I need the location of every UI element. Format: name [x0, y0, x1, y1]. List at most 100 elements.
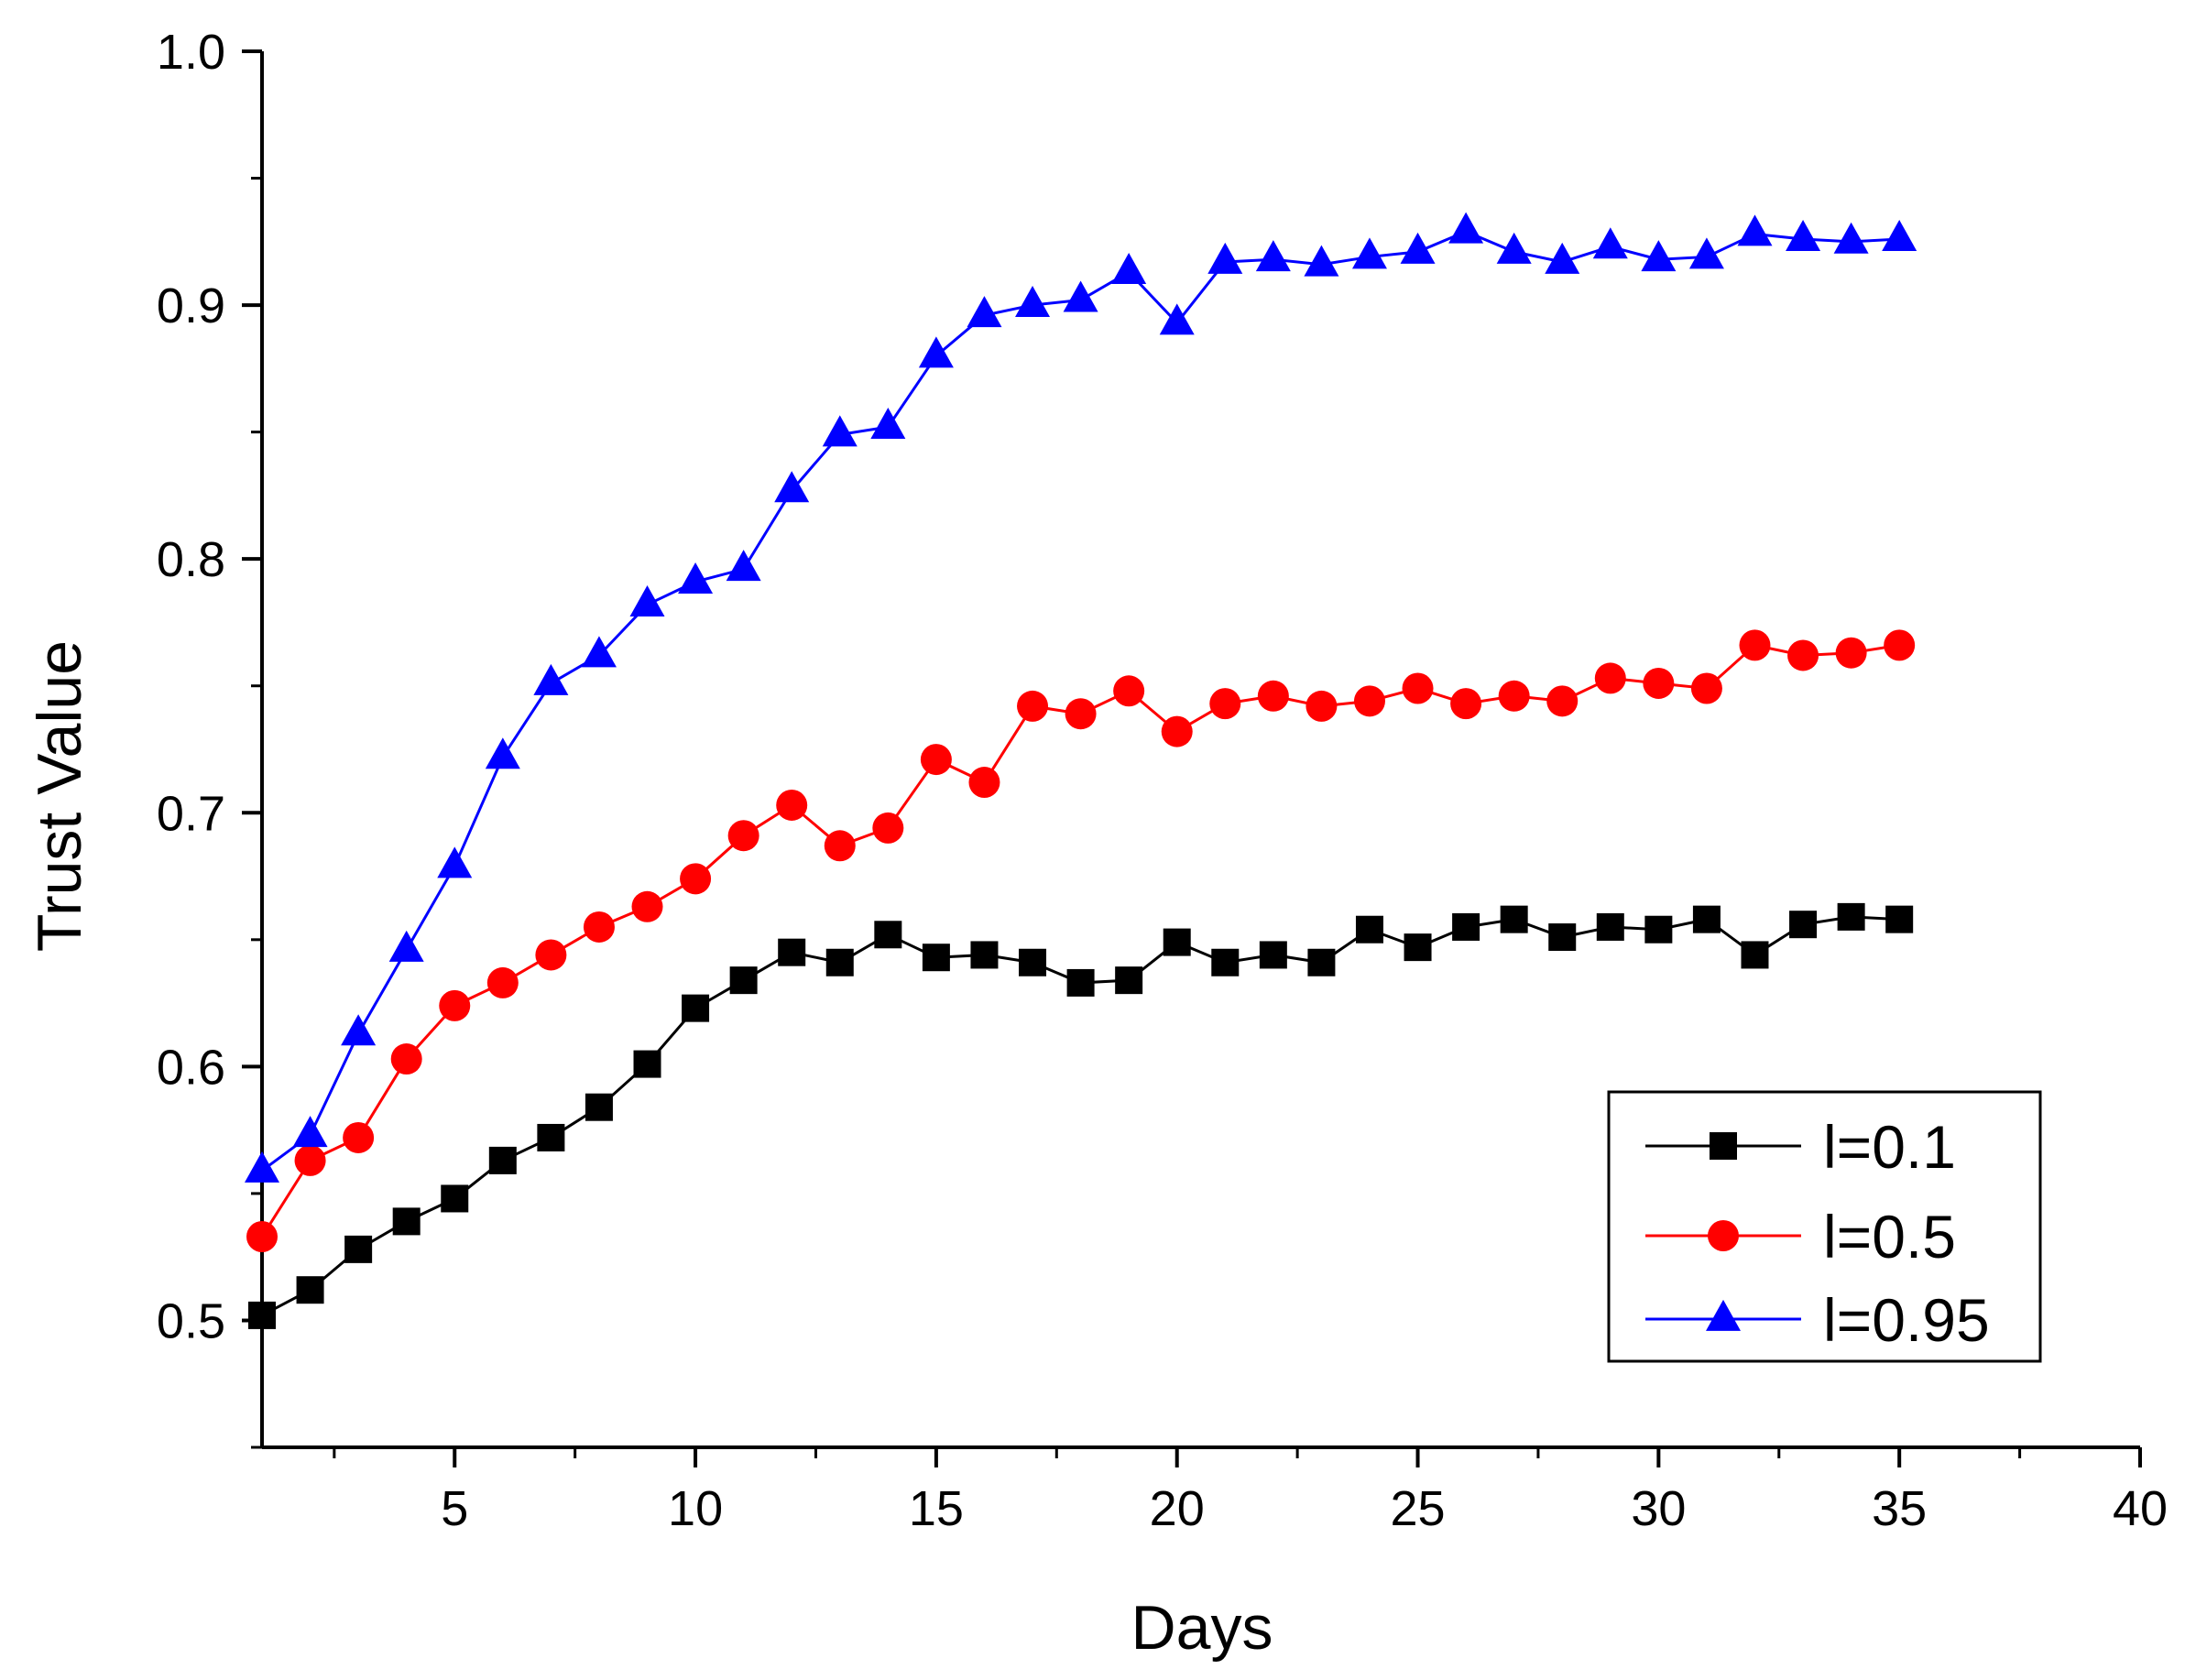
x-tick-label: 5: [441, 1481, 468, 1536]
data-point: [294, 1144, 326, 1176]
data-point: [825, 948, 854, 976]
data-point: [1787, 639, 1819, 671]
data-point: [1737, 214, 1773, 246]
data-point: [1448, 212, 1484, 244]
data-point: [1690, 672, 1722, 704]
data-point: [1259, 941, 1287, 969]
data-point: [296, 1276, 324, 1304]
series-2: [246, 629, 1916, 1253]
y-tick-label: 1.0: [157, 25, 225, 80]
data-point: [1111, 252, 1147, 284]
data-point: [774, 471, 810, 503]
data-point: [1688, 237, 1724, 269]
data-point: [535, 939, 567, 971]
data-point: [1161, 715, 1193, 747]
data-point: [1592, 227, 1628, 259]
legend-marker: [1708, 1220, 1739, 1251]
y-tick-label: 0.8: [157, 532, 225, 587]
data-point: [392, 1207, 421, 1236]
data-point: [1400, 232, 1436, 264]
data-point: [968, 767, 1000, 799]
x-tick-label: 20: [1150, 1481, 1205, 1536]
data-point: [292, 1116, 328, 1148]
data-point: [1307, 948, 1336, 976]
data-point: [1113, 675, 1145, 707]
y-tick-label: 0.5: [157, 1293, 225, 1348]
data-point: [343, 1121, 375, 1153]
data-point: [537, 1123, 565, 1151]
legend-label: l=0.95: [1823, 1286, 1990, 1354]
series-1: [248, 902, 1914, 1329]
data-point: [1304, 245, 1339, 277]
legend: l=0.1 l=0.5 l=0.95: [1607, 1090, 2042, 1363]
data-point: [778, 938, 806, 966]
data-point: [1546, 685, 1579, 717]
data-point: [1404, 933, 1432, 962]
data-point: [682, 994, 710, 1022]
data-point: [1545, 242, 1580, 274]
data-point: [583, 911, 615, 943]
data-point: [678, 562, 714, 595]
data-point: [1884, 629, 1916, 661]
data-point: [245, 1151, 279, 1183]
data-point: [248, 1301, 276, 1329]
data-point: [1496, 232, 1532, 264]
data-point: [1063, 280, 1098, 312]
data-point: [1741, 941, 1769, 969]
data-point: [776, 789, 808, 821]
data-point: [1837, 902, 1865, 931]
data-point: [1643, 667, 1675, 699]
data-point: [1066, 968, 1095, 997]
data-point: [970, 941, 999, 969]
data-point: [581, 636, 617, 668]
y-tick-label: 0.6: [157, 1040, 225, 1095]
y-axis-title: Trust Value: [25, 640, 94, 952]
data-point: [631, 890, 663, 922]
x-tick-label: 35: [1872, 1481, 1927, 1536]
x-tick-label: 10: [668, 1481, 723, 1536]
data-point: [872, 812, 904, 844]
data-point: [1255, 240, 1291, 272]
data-point: [1211, 948, 1240, 976]
data-point: [1207, 242, 1243, 274]
legend-marker: [1706, 1299, 1741, 1331]
data-point: [584, 1093, 613, 1121]
legend-box: [1607, 1090, 2042, 1363]
data-point: [729, 966, 758, 995]
data-point: [437, 846, 473, 878]
data-point: [388, 930, 424, 962]
data-point: [822, 415, 858, 447]
data-point: [390, 1043, 422, 1075]
data-point: [1739, 629, 1771, 661]
data-point: [1644, 915, 1673, 944]
data-point: [874, 921, 902, 949]
data-point: [441, 1184, 469, 1213]
y-tick-label: 0.7: [157, 786, 225, 841]
ticks: 5 10 15 20 25 30 35 40 0.5 0.6 0.7 0.8 0.9 1.0: [157, 25, 2168, 1536]
data-point: [824, 830, 856, 862]
y-tick-label: 0.9: [157, 278, 225, 333]
data-point: [1786, 219, 1821, 251]
data-point: [922, 944, 950, 972]
data-point: [633, 1050, 661, 1078]
data-point: [726, 550, 761, 582]
legend-marker: [1710, 1132, 1737, 1160]
data-point: [1450, 688, 1482, 720]
data-point: [1594, 662, 1626, 694]
data-point: [341, 1014, 377, 1046]
data-point: [1789, 911, 1818, 939]
data-point: [533, 663, 569, 695]
data-point: [1017, 690, 1049, 722]
x-tick-label: 15: [909, 1481, 964, 1536]
x-tick-label: 25: [1390, 1481, 1445, 1536]
legend-label: l=0.1: [1823, 1113, 1956, 1181]
data-point: [1498, 680, 1530, 712]
data-point: [1641, 240, 1677, 272]
data-point: [1500, 905, 1528, 933]
data-point: [920, 744, 952, 776]
data-point: [1115, 966, 1143, 995]
data-point: [1596, 912, 1624, 941]
data-point: [1548, 923, 1577, 952]
data-point: [485, 737, 520, 769]
